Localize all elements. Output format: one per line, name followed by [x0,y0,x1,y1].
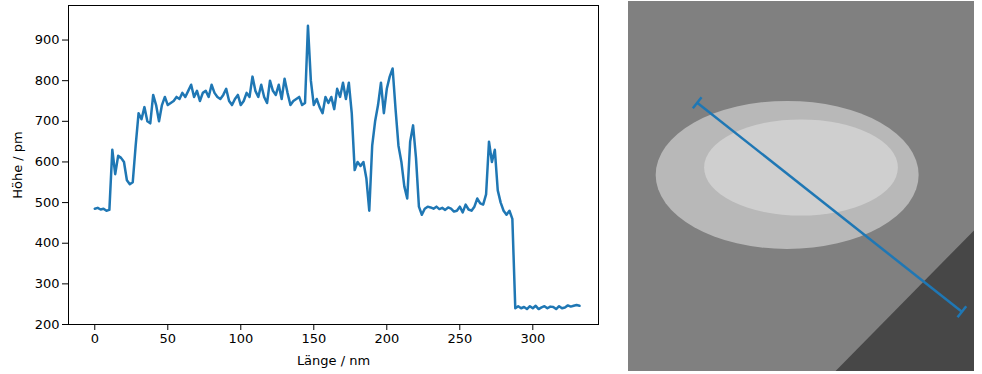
svg-text:200: 200 [35,317,60,332]
svg-text:100: 100 [228,331,253,346]
svg-text:300: 300 [35,276,60,291]
svg-text:800: 800 [35,73,60,88]
svg-text:700: 700 [35,113,60,128]
svg-text:300: 300 [520,331,545,346]
svg-text:900: 900 [35,32,60,47]
svg-text:Höhe / pm: Höhe / pm [10,131,25,199]
svg-text:0: 0 [91,331,99,346]
svg-text:500: 500 [35,195,60,210]
svg-text:400: 400 [35,235,60,250]
svg-text:Länge / nm: Länge / nm [297,353,370,368]
svg-text:150: 150 [301,331,326,346]
svg-text:200: 200 [374,331,399,346]
svg-text:250: 250 [447,331,472,346]
svg-text:50: 50 [160,331,177,346]
svg-text:600: 600 [35,154,60,169]
